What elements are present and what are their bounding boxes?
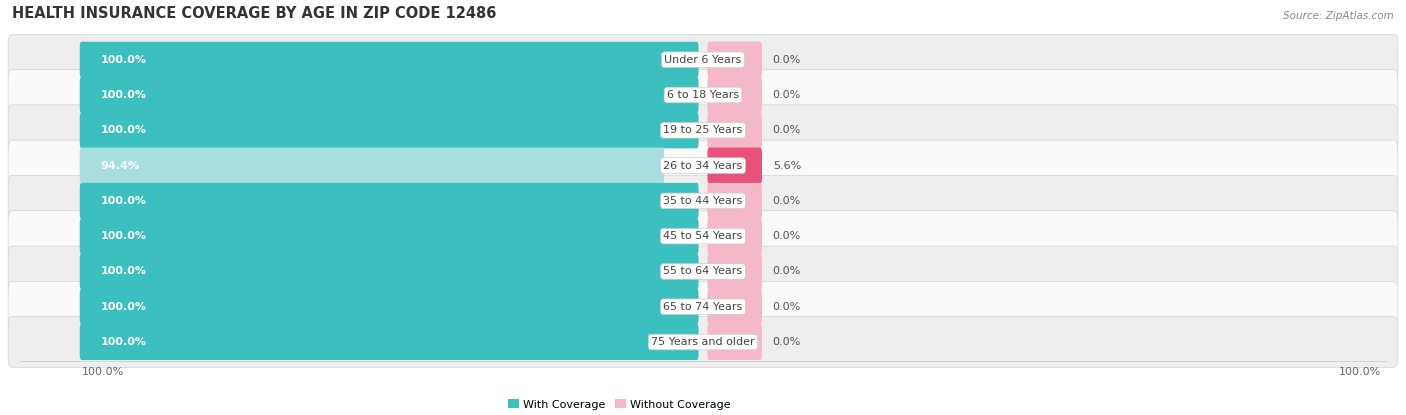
Text: 45 to 54 Years: 45 to 54 Years — [664, 231, 742, 241]
Text: 0.0%: 0.0% — [773, 302, 801, 312]
Text: 100.0%: 100.0% — [1339, 367, 1382, 377]
FancyBboxPatch shape — [707, 254, 762, 289]
FancyBboxPatch shape — [8, 176, 1398, 226]
Text: 100.0%: 100.0% — [101, 125, 146, 135]
FancyBboxPatch shape — [8, 34, 1398, 85]
FancyBboxPatch shape — [707, 148, 762, 183]
FancyBboxPatch shape — [8, 70, 1398, 120]
Text: 0.0%: 0.0% — [773, 266, 801, 276]
Text: 6 to 18 Years: 6 to 18 Years — [666, 90, 740, 100]
Text: 75 Years and older: 75 Years and older — [651, 337, 755, 347]
Text: 65 to 74 Years: 65 to 74 Years — [664, 302, 742, 312]
Text: 94.4%: 94.4% — [101, 161, 139, 171]
FancyBboxPatch shape — [80, 112, 699, 148]
Text: 0.0%: 0.0% — [773, 125, 801, 135]
Text: 35 to 44 Years: 35 to 44 Years — [664, 196, 742, 206]
FancyBboxPatch shape — [8, 317, 1398, 367]
Text: 0.0%: 0.0% — [773, 231, 801, 241]
Text: 26 to 34 Years: 26 to 34 Years — [664, 161, 742, 171]
FancyBboxPatch shape — [707, 183, 762, 219]
Text: 0.0%: 0.0% — [773, 90, 801, 100]
FancyBboxPatch shape — [80, 148, 664, 183]
Text: 19 to 25 Years: 19 to 25 Years — [664, 125, 742, 135]
Text: 100.0%: 100.0% — [101, 196, 146, 206]
FancyBboxPatch shape — [8, 281, 1398, 332]
FancyBboxPatch shape — [707, 324, 762, 360]
Text: 100.0%: 100.0% — [101, 55, 146, 65]
Legend: With Coverage, Without Coverage: With Coverage, Without Coverage — [503, 395, 735, 414]
Text: 100.0%: 100.0% — [101, 266, 146, 276]
Text: 100.0%: 100.0% — [101, 231, 146, 241]
Text: Source: ZipAtlas.com: Source: ZipAtlas.com — [1284, 11, 1395, 21]
Text: 5.6%: 5.6% — [773, 161, 801, 171]
FancyBboxPatch shape — [8, 211, 1398, 261]
FancyBboxPatch shape — [80, 183, 699, 219]
FancyBboxPatch shape — [80, 218, 699, 254]
FancyBboxPatch shape — [80, 289, 699, 325]
FancyBboxPatch shape — [8, 105, 1398, 156]
FancyBboxPatch shape — [80, 324, 699, 360]
Text: 0.0%: 0.0% — [773, 196, 801, 206]
Text: 100.0%: 100.0% — [101, 337, 146, 347]
FancyBboxPatch shape — [8, 246, 1398, 297]
FancyBboxPatch shape — [707, 112, 762, 148]
FancyBboxPatch shape — [80, 254, 699, 289]
Text: 100.0%: 100.0% — [101, 302, 146, 312]
FancyBboxPatch shape — [8, 140, 1398, 191]
FancyBboxPatch shape — [707, 77, 762, 113]
Text: 100.0%: 100.0% — [101, 90, 146, 100]
Text: 0.0%: 0.0% — [773, 337, 801, 347]
FancyBboxPatch shape — [707, 42, 762, 78]
Text: 0.0%: 0.0% — [773, 55, 801, 65]
Text: Under 6 Years: Under 6 Years — [665, 55, 741, 65]
FancyBboxPatch shape — [707, 289, 762, 325]
Text: HEALTH INSURANCE COVERAGE BY AGE IN ZIP CODE 12486: HEALTH INSURANCE COVERAGE BY AGE IN ZIP … — [11, 6, 496, 21]
FancyBboxPatch shape — [80, 42, 699, 78]
FancyBboxPatch shape — [707, 218, 762, 254]
Text: 55 to 64 Years: 55 to 64 Years — [664, 266, 742, 276]
Text: 100.0%: 100.0% — [82, 367, 124, 377]
FancyBboxPatch shape — [80, 77, 699, 113]
